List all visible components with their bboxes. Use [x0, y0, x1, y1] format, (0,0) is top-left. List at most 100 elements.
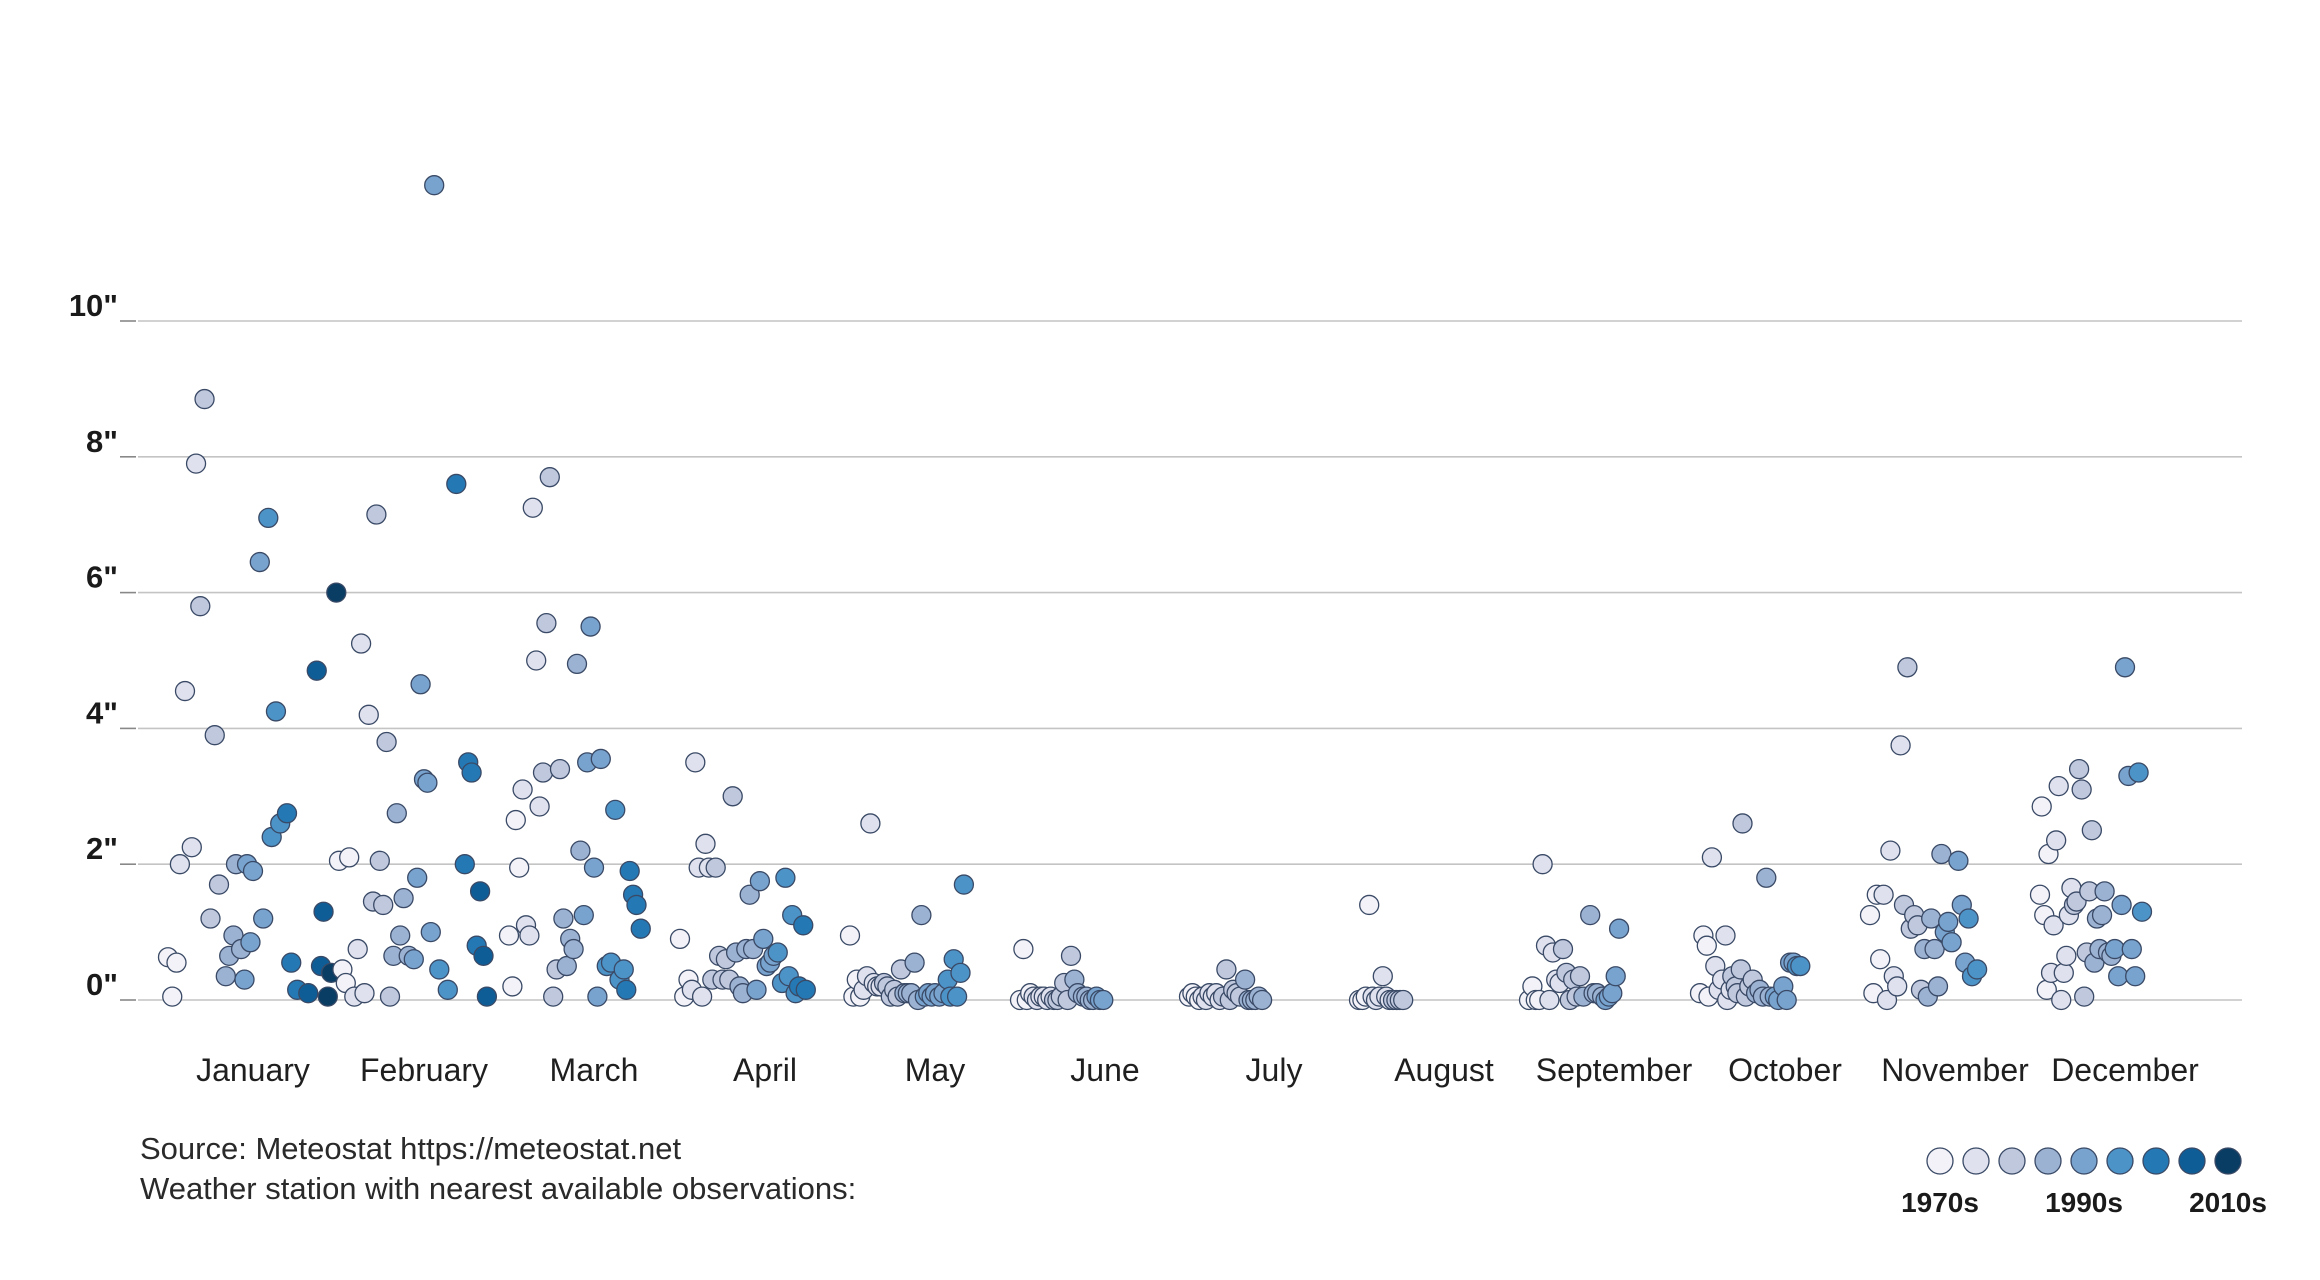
data-point — [2048, 775, 2069, 797]
data-point — [240, 932, 261, 953]
data-point — [2045, 830, 2067, 851]
data-point — [242, 860, 264, 882]
data-point — [549, 758, 571, 780]
data-point — [429, 959, 450, 980]
data-point — [1605, 966, 1626, 987]
data-point — [2043, 915, 2064, 936]
data-point — [2091, 904, 2113, 926]
data-point — [2121, 938, 2142, 960]
data-point — [543, 986, 564, 1007]
data-point — [1093, 989, 1114, 1011]
data-point — [461, 762, 482, 783]
data-point — [420, 921, 441, 943]
data-point — [1790, 955, 1811, 977]
station-caption: Weather station with nearest available o… — [140, 1171, 857, 1206]
data-point — [1941, 932, 1962, 953]
data-point — [1715, 925, 1736, 946]
data-point — [1393, 989, 1414, 1011]
data-point — [2071, 779, 2092, 800]
legend-label: 1970s — [1901, 1187, 1979, 1218]
data-point — [566, 653, 588, 675]
data-point — [417, 772, 438, 793]
data-point — [775, 867, 796, 888]
data-point — [1216, 959, 1237, 980]
data-point — [469, 881, 491, 902]
data-point — [1776, 989, 1797, 1011]
month-label: October — [1728, 1052, 1842, 1088]
data-point — [1359, 894, 1380, 916]
data-point — [839, 925, 861, 946]
legend-swatch — [2106, 1147, 2134, 1175]
data-point — [410, 674, 431, 695]
data-point — [258, 507, 279, 529]
data-point — [208, 874, 230, 895]
data-point — [1966, 959, 1988, 980]
data-point — [403, 949, 424, 970]
data-point — [2131, 901, 2153, 922]
data-point — [767, 942, 788, 963]
month-label: November — [1881, 1052, 2029, 1088]
data-point — [1887, 976, 1908, 997]
data-point — [1873, 884, 1894, 905]
data-point — [347, 938, 368, 960]
data-point — [498, 925, 520, 946]
data-point — [1876, 989, 1898, 1011]
data-point — [1958, 908, 1979, 929]
data-point — [2081, 820, 2103, 841]
data-point — [2053, 962, 2074, 983]
source-caption: Source: Meteostat https://meteostat.net — [140, 1131, 682, 1166]
data-point — [1608, 918, 1630, 939]
month-label: March — [550, 1052, 639, 1088]
data-point — [373, 894, 394, 916]
month-label: May — [905, 1052, 965, 1088]
data-point — [2128, 762, 2149, 783]
data-point — [1569, 966, 1591, 987]
legend-label: 1990s — [2045, 1187, 2123, 1218]
data-point — [746, 979, 767, 1000]
data-point — [162, 986, 183, 1007]
data-point — [473, 945, 494, 967]
data-point — [1859, 904, 1881, 926]
y-tick-label: 10" — [69, 288, 118, 323]
data-point — [1539, 989, 1560, 1011]
data-point — [583, 857, 605, 878]
data-point — [2104, 938, 2125, 960]
data-point — [1701, 847, 1723, 868]
data-point — [2074, 986, 2095, 1007]
data-point — [166, 952, 187, 973]
data-point — [446, 473, 467, 495]
data-point — [350, 633, 372, 654]
data-point — [276, 803, 298, 824]
data-point — [685, 752, 706, 773]
data-point — [376, 731, 397, 753]
month-label: April — [733, 1052, 797, 1088]
data-point — [953, 874, 975, 895]
data-point — [2068, 758, 2090, 780]
legend-swatch — [2070, 1147, 2098, 1175]
x-axis-month-labels: January February March April May June July Augu… — [196, 1052, 2199, 1088]
data-point — [1897, 657, 1918, 678]
month-label: December — [2051, 1052, 2199, 1088]
data-point — [390, 925, 411, 946]
legend-swatch — [1998, 1147, 2026, 1175]
data-point — [339, 847, 360, 868]
data-point — [795, 979, 816, 1000]
data-point — [626, 894, 647, 916]
data-point — [1948, 850, 1969, 871]
data-point — [613, 959, 634, 980]
data-point — [669, 928, 691, 950]
data-point — [739, 884, 760, 905]
data-point — [753, 928, 774, 950]
data-point — [509, 857, 530, 878]
data-point — [326, 582, 347, 603]
data-point — [946, 986, 968, 1007]
data-point — [1931, 843, 1952, 865]
data-point — [605, 799, 626, 821]
data-point — [2094, 881, 2115, 902]
data-point — [2031, 796, 2052, 817]
data-point — [1756, 867, 1777, 888]
data-point — [1924, 938, 1945, 960]
legend-swatch — [2142, 1147, 2170, 1175]
data-point — [1880, 840, 1901, 861]
data-point — [539, 467, 560, 488]
